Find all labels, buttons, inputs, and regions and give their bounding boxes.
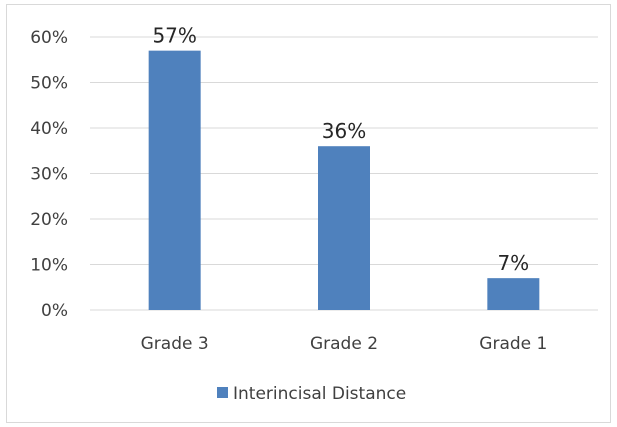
y-tick-label: 40% <box>30 119 68 139</box>
bar <box>318 146 370 310</box>
y-tick-label: 30% <box>30 165 68 185</box>
data-label: 36% <box>322 119 366 143</box>
x-axis-tick-labels: Grade 3 Grade 2 Grade 1 <box>141 334 548 354</box>
y-tick-label: 60% <box>30 28 68 48</box>
x-tick-label: Grade 1 <box>479 334 547 354</box>
y-tick-label: 50% <box>30 74 68 94</box>
data-labels: 57% 36% 7% <box>152 24 529 275</box>
y-tick-label: 0% <box>41 301 68 321</box>
y-axis-tick-labels: 0% 10% 20% 30% 40% 50% 60% <box>30 28 68 321</box>
data-label: 57% <box>152 24 196 48</box>
legend-swatch <box>217 387 228 398</box>
bar <box>148 50 201 311</box>
legend: Interincisal Distance <box>217 384 406 404</box>
x-tick-label: Grade 2 <box>310 334 378 354</box>
legend-label: Interincisal Distance <box>233 384 406 404</box>
y-tick-label: 10% <box>30 256 68 276</box>
bars <box>148 50 540 311</box>
x-tick-label: Grade 3 <box>141 334 209 354</box>
data-label: 7% <box>497 251 529 275</box>
chart-frame <box>6 4 611 423</box>
y-tick-label: 20% <box>30 210 68 230</box>
bar <box>487 278 540 310</box>
